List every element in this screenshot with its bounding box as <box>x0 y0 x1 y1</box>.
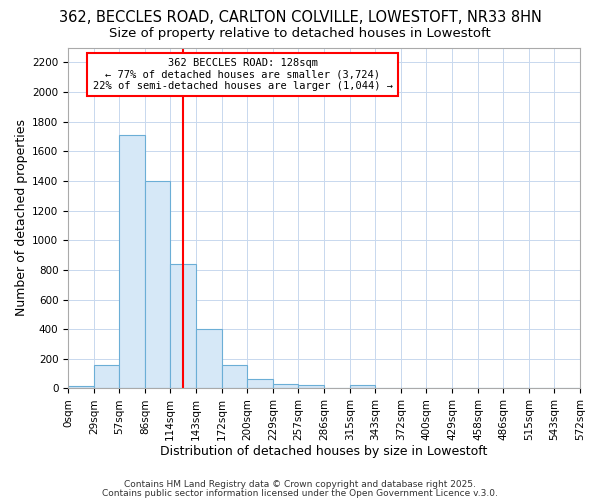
Text: 362, BECCLES ROAD, CARLTON COLVILLE, LOWESTOFT, NR33 8HN: 362, BECCLES ROAD, CARLTON COLVILLE, LOW… <box>59 10 541 25</box>
Bar <box>196 329 222 388</box>
Y-axis label: Number of detached properties: Number of detached properties <box>15 120 28 316</box>
Text: Contains HM Land Registry data © Crown copyright and database right 2025.: Contains HM Land Registry data © Crown c… <box>124 480 476 489</box>
Bar <box>350 385 375 388</box>
Bar <box>273 384 298 388</box>
Bar <box>119 135 145 388</box>
Text: Size of property relative to detached houses in Lowestoft: Size of property relative to detached ho… <box>109 28 491 40</box>
Bar <box>94 365 119 388</box>
Bar <box>222 365 247 388</box>
Text: Contains public sector information licensed under the Open Government Licence v.: Contains public sector information licen… <box>102 488 498 498</box>
X-axis label: Distribution of detached houses by size in Lowestoft: Distribution of detached houses by size … <box>160 444 488 458</box>
Bar <box>298 385 324 388</box>
Text: 362 BECCLES ROAD: 128sqm
← 77% of detached houses are smaller (3,724)
22% of sem: 362 BECCLES ROAD: 128sqm ← 77% of detach… <box>92 58 392 91</box>
Bar <box>170 264 196 388</box>
Bar <box>247 379 273 388</box>
Bar <box>68 386 94 388</box>
Bar <box>145 181 170 388</box>
